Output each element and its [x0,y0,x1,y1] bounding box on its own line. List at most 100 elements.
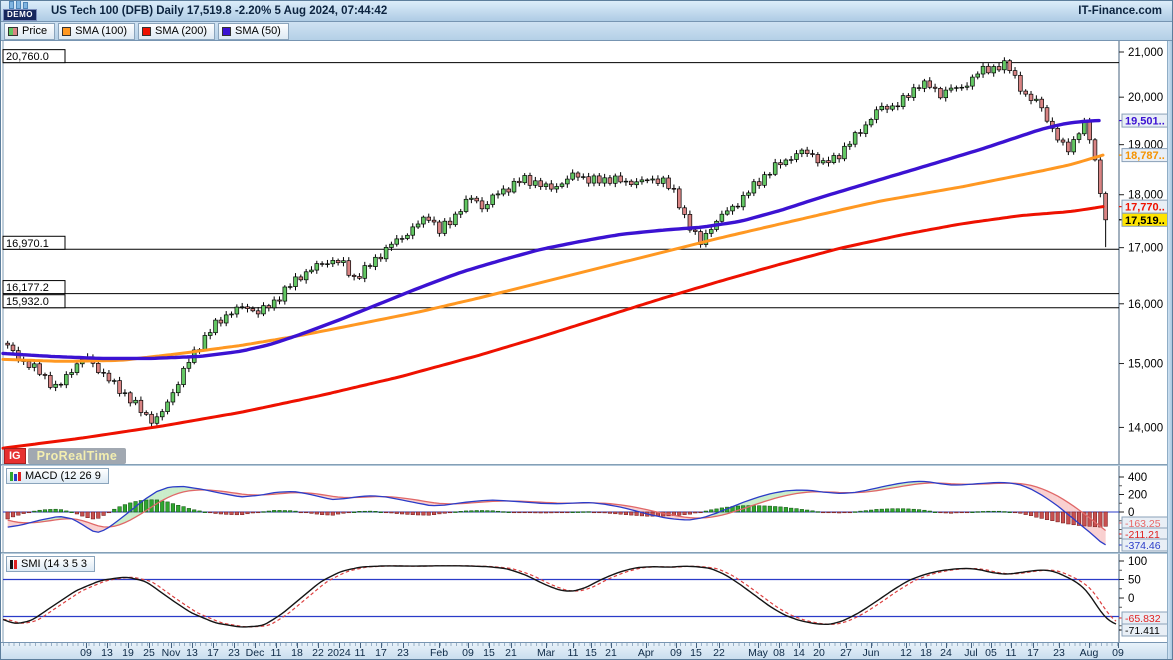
x-axis-tick [676,643,677,648]
x-axis-label: Dec [245,647,265,659]
legend-sma200-label: SMA (200) [155,25,207,37]
svg-text:16,000: 16,000 [1128,299,1163,311]
x-axis-label: Feb [429,647,449,659]
x-axis-tick [318,643,319,648]
x-axis-tick [779,643,780,648]
smi-plot[interactable]: 100 50 0 -65.832-71.411 [1,554,1173,642]
app-identity: DEMO [3,1,41,21]
svg-text:0: 0 [1128,593,1134,605]
legend-price-button[interactable]: Price [4,22,56,40]
x-axis-label: 17 [1027,647,1039,659]
legend-sma200-button[interactable]: SMA (200) [138,22,215,40]
x-axis-tick [234,643,235,648]
x-axis-label: 11 [567,647,579,659]
x-axis-tick [1059,643,1060,648]
legend-sma100-button[interactable]: SMA (100) [58,22,136,40]
x-axis-label: 15 [690,647,702,659]
svg-text:15,000: 15,000 [1128,359,1163,371]
x-axis-label: 21 [605,647,617,659]
svg-text:-211.21: -211.21 [1125,529,1160,541]
x-axis-label: 21 [505,647,517,659]
macd-plot[interactable]: 400 200 0-163.25-211.21-374.46 [1,466,1173,552]
x-axis-tick [971,643,972,648]
svg-text:400: 400 [1128,472,1147,484]
x-axis-label: 09 [462,647,474,659]
x-axis-label: May [748,647,768,659]
svg-text:16,177.2: 16,177.2 [6,282,49,294]
legend-price-label: Price [22,25,48,37]
x-axis-label: 27 [840,647,852,659]
it-finance-link[interactable]: IT-Finance.com [1078,5,1162,17]
x-axis-tick [926,643,927,648]
x-axis-tick [255,643,256,648]
svg-text:-71.411: -71.411 [1125,625,1160,637]
x-axis-tick [991,643,992,648]
svg-text:20,760.0: 20,760.0 [6,51,49,63]
x-axis-tick [646,643,647,648]
x-axis-tick [611,643,612,648]
x-axis-label: 15 [585,647,597,659]
x-axis-tick [1011,643,1012,648]
legend-sma50-button[interactable]: SMA (50) [218,22,289,40]
x-axis-tick [339,643,340,648]
x-axis-label: 24 [940,647,952,659]
x-axis-label: 14 [793,647,805,659]
x-axis-tick [403,643,404,648]
x-axis-tick [171,643,172,648]
x-axis-tick [107,643,108,648]
sma50-swatch-icon [222,26,231,36]
title-bar: DEMO US Tech 100 (DFB) Daily 17,519.8 -2… [1,1,1172,22]
panel-separator[interactable] [1,552,1172,554]
x-axis-label: 13 [101,647,113,659]
x-axis-label: 08 [773,647,785,659]
x-axis-tick [86,643,87,648]
svg-text:-374.46: -374.46 [1125,540,1161,552]
panel-separator[interactable] [1,464,1172,466]
window-edge [1167,41,1172,659]
x-axis-label: 23 [1053,647,1065,659]
svg-text:17,770..: 17,770.. [1125,202,1165,214]
chart-title: US Tech 100 (DFB) Daily 17,519.8 -2.20% … [51,5,388,17]
x-axis-label: 2024 [327,647,351,659]
macd-label-text: MACD (12 26 9 [25,470,101,482]
svg-text:100: 100 [1128,556,1147,568]
x-axis-label: 09 [1112,647,1124,659]
price-plot[interactable]: 20,760.0 16,970.1 16,177.2 15,932.0 21,000 20… [1,41,1173,464]
x-axis-label: 12 [900,647,912,659]
sma200-swatch-icon [142,26,152,36]
x-axis-label: 22 [713,647,725,659]
x-axis-label: Nov [161,647,181,659]
x-axis-label: Mar [536,647,556,659]
ig-logo: IG [4,448,26,464]
svg-text:18,787..: 18,787.. [1125,150,1165,162]
macd-settings-button[interactable]: MACD (12 26 9 [6,468,109,484]
smi-icon [10,559,17,569]
x-axis-label: Aug [1079,647,1099,659]
smi-settings-button[interactable]: SMI (14 3 5 3 [6,556,96,572]
x-axis-label: 09 [670,647,682,659]
svg-text:0: 0 [1128,507,1134,519]
x-axis-label: 05 [985,647,997,659]
x-axis-tick [149,643,150,648]
sma100-swatch-icon [62,26,72,36]
x-axis-tick [906,643,907,648]
x-axis-label: 17 [375,647,387,659]
x-axis-label: 23 [397,647,409,659]
x-axis-tick [696,643,697,648]
x-axis-label: 17 [207,647,219,659]
svg-text:17,519..: 17,519.. [1125,215,1165,227]
demo-badge: DEMO [3,9,37,21]
x-axis-tick [381,643,382,648]
x-axis-tick [297,643,298,648]
svg-text:20,000: 20,000 [1128,92,1163,104]
x-axis-tick [819,643,820,648]
svg-text:-163.25: -163.25 [1125,518,1161,530]
x-axis-label: 09 [80,647,92,659]
x-axis-label: 22 [312,647,324,659]
legend-sma50-label: SMA (50) [235,25,281,37]
time-axis[interactable]: 09 13 19 25 Nov 13 17 23 Dec 11 18 22 2024 11 17 23 Feb 0… [1,642,1172,659]
x-axis-label: 18 [291,647,303,659]
legend-bar: Price SMA (100) SMA (200) SMA (50) [1,22,1172,41]
x-axis-tick [573,643,574,648]
